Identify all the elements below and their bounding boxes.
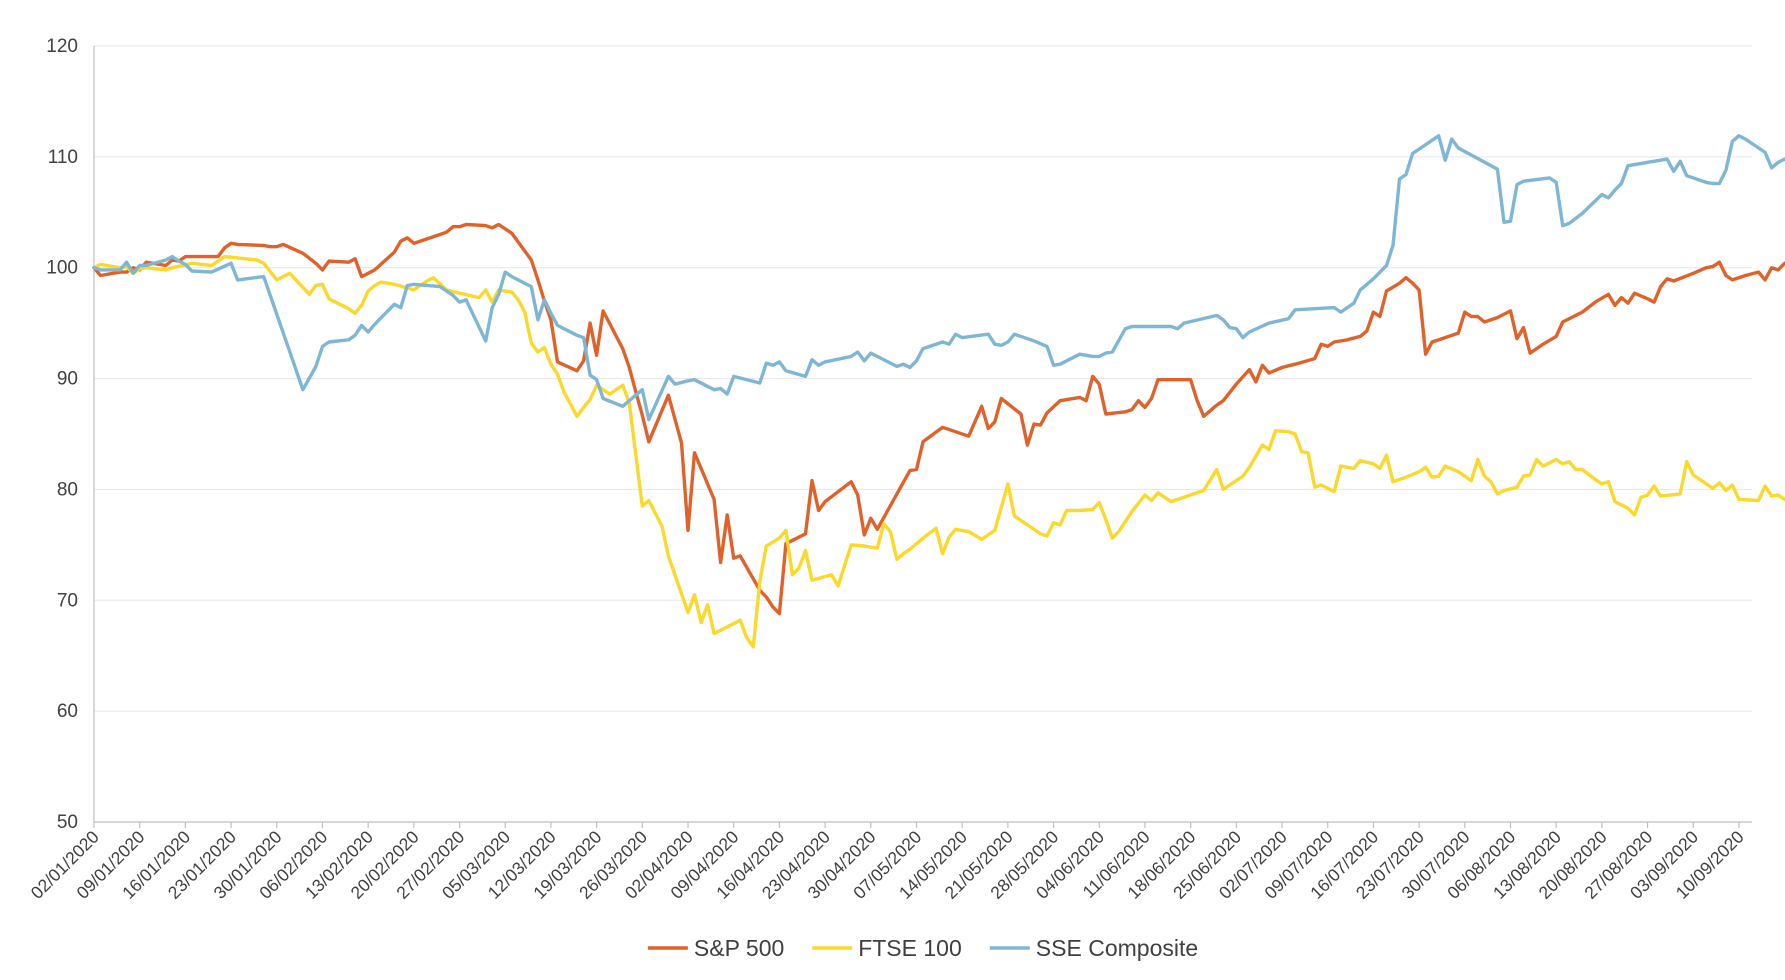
legend-item: FTSE 100: [812, 935, 962, 961]
legend-item: SSE Composite: [989, 935, 1198, 961]
legend: S&P 500 FTSE 100 SSE Composite: [647, 935, 1198, 961]
series-line-s-p-500: [92, 222, 1785, 616]
series-line-sse-composite: [92, 134, 1785, 422]
series-line-ftse-100: [92, 254, 1785, 649]
series-lines: [92, 134, 1785, 649]
y-tick-label: 70: [57, 590, 78, 611]
y-tick-label: 80: [57, 479, 78, 500]
legend-label: SSE Composite: [1036, 935, 1198, 961]
y-tick-label: 90: [57, 369, 78, 390]
gridlines: [94, 45, 1752, 712]
y-tick-label: 60: [57, 701, 78, 722]
legend-label: S&P 500: [694, 935, 784, 961]
y-tick-label: 50: [57, 812, 78, 833]
legend-label: FTSE 100: [858, 935, 962, 961]
y-tick-label: 110: [48, 147, 78, 168]
y-tick-label: 100: [46, 258, 78, 279]
y-tick-label: 120: [46, 36, 78, 57]
legend-item: S&P 500: [647, 935, 784, 961]
